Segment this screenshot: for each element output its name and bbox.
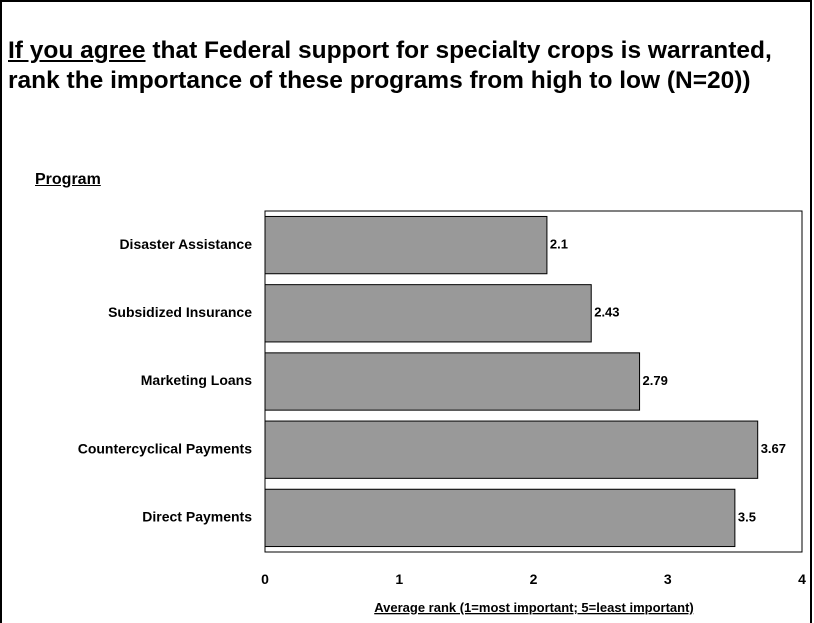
chart-title: If you agree that Federal support for sp… [8,36,798,96]
bar-subsidized-insurance [264,284,592,343]
data-label: 3.5 [738,509,756,524]
data-label: 2.79 [643,373,668,388]
category-label: Subsidized Insurance [108,304,252,320]
data-label: 2.1 [550,237,568,252]
category-labels: Disaster Assistance Subsidized Insurance M… [78,236,253,525]
title-emphasis: If you agree [8,37,146,64]
x-tick-labels: 0 1 2 3 4 [261,571,806,587]
x-tick-label: 4 [798,571,806,587]
x-tick-label: 2 [530,571,538,587]
data-label: 3.67 [761,441,786,456]
bar-countercyclical-payments [264,420,759,479]
category-label: Disaster Assistance [119,236,252,252]
x-axis-title: Average rank (1=most important; 5=least … [374,600,694,615]
bar-direct-payments [264,488,736,548]
bars-layer: 2.1 2.43 2.79 3.67 3.5 [264,215,786,548]
category-label: Marketing Loans [141,372,252,388]
x-tick-label: 3 [664,571,672,587]
title-rest: that Federal support for specialty crops… [8,37,772,94]
category-label: Direct Payments [142,509,252,525]
x-tick-label: 1 [395,571,403,587]
category-label: Countercyclical Payments [78,440,253,456]
bar-disaster-assistance [264,215,548,275]
y-axis-title: Program [35,171,101,188]
data-label: 2.43 [594,305,619,320]
bar-marketing-loans [264,352,641,411]
x-tick-label: 0 [261,571,269,587]
